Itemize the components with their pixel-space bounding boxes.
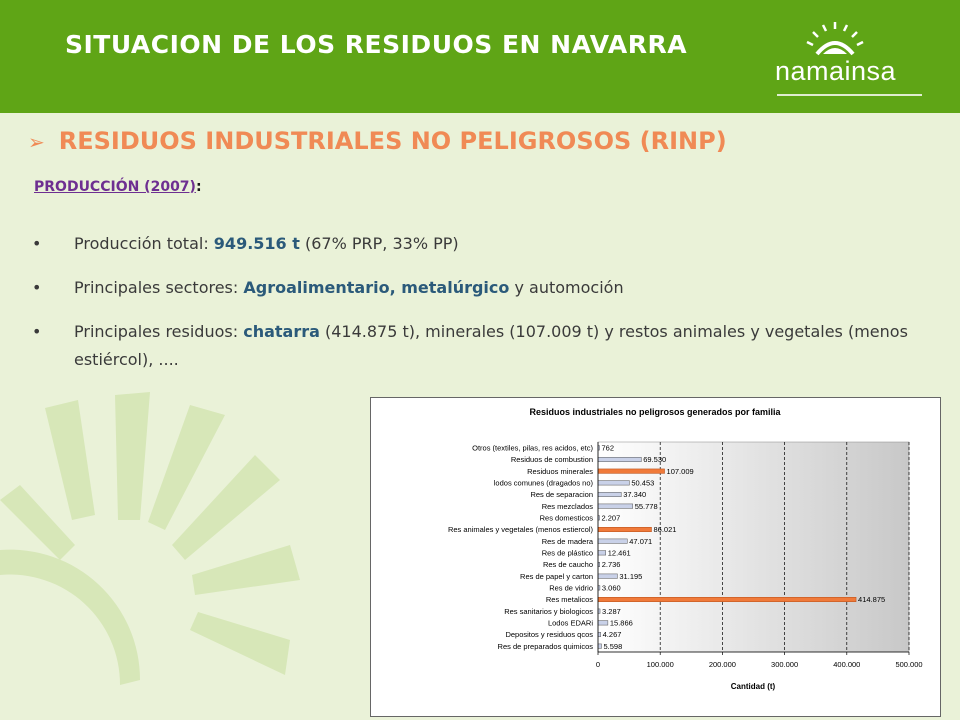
bar <box>597 492 622 497</box>
value-label: 4.267 <box>603 630 622 639</box>
x-axis-label: Cantidad (t) <box>731 682 776 691</box>
category-label: Res domesticos <box>540 514 594 523</box>
value-label: 50.453 <box>631 479 654 488</box>
category-label: Res de madera <box>542 537 594 546</box>
residuos-bar-chart: Residuos industriales no peligrosos gene… <box>370 397 941 717</box>
bullet-text: Principales sectores: <box>74 278 244 297</box>
header-bar: SITUACION DE LOS RESIDUOS EN NAVARRA nam… <box>0 0 960 113</box>
value-label: 2.736 <box>602 560 621 569</box>
bar <box>597 573 618 579</box>
category-label: lodos comunes (dragados no) <box>494 479 594 488</box>
bullet-dot-icon: • <box>32 234 42 253</box>
value-label: 3.060 <box>602 584 621 593</box>
value-label: 31.195 <box>619 572 642 581</box>
bullet-dot-icon: • <box>32 322 42 341</box>
value-label: 69.530 <box>643 455 666 464</box>
bar <box>597 480 630 486</box>
bullet-text: (67% PRP, 33% PP) <box>299 234 459 253</box>
bar <box>597 503 633 509</box>
value-label: 37.340 <box>623 490 646 499</box>
x-tick-label: 200.000 <box>709 660 736 669</box>
bullet-text: Principales residuos: <box>74 322 244 341</box>
bullet-list: • Producción total: 949.516 t (67% PRP, … <box>32 230 912 390</box>
production-link[interactable]: PRODUCCIÓN (2007) <box>34 179 196 195</box>
category-label: Residuos minerales <box>527 467 593 476</box>
bar <box>597 643 602 649</box>
x-tick-label: 0 <box>596 660 600 669</box>
x-tick-label: 400.000 <box>833 660 860 669</box>
bullet-item: • Principales sectores: Agroalimentario,… <box>32 274 912 302</box>
gridlines <box>659 442 910 652</box>
value-label: 55.778 <box>635 502 658 511</box>
bar <box>597 550 607 556</box>
bar <box>597 620 609 626</box>
bullet-bold-text: 949.516 t <box>213 234 300 253</box>
value-label: 762 <box>602 444 615 453</box>
value-label: 12.461 <box>608 549 631 558</box>
value-label: 414.875 <box>858 595 885 604</box>
bullet-bold-text: Agroalimentario, metalúrgico <box>243 278 510 297</box>
value-label: 107.009 <box>667 467 694 476</box>
x-tick-label: 100.000 <box>647 660 674 669</box>
x-tick-label: 300.000 <box>771 660 798 669</box>
value-label: 15.866 <box>610 619 633 628</box>
logo-text: namainsa <box>775 56 897 86</box>
bullet-item: • Principales residuos: chatarra (414.87… <box>32 318 912 374</box>
category-labels: Otros (textiles, pilas, res acidos, etc)… <box>448 444 594 651</box>
value-label: 47.071 <box>629 537 652 546</box>
bullet-text: (414.875 t), minerales (107.009 t) y res… <box>74 322 908 369</box>
value-label: 5.598 <box>603 642 622 651</box>
category-label: Otros (textiles, pilas, res acidos, etc) <box>472 444 593 453</box>
sun-gear-icon <box>806 22 864 56</box>
category-label: Res animales y vegetales (menos estierco… <box>448 525 594 534</box>
bar <box>597 527 652 532</box>
category-label: Lodos EDARi <box>548 619 593 628</box>
page-title: SITUACION DE LOS RESIDUOS EN NAVARRA <box>65 30 688 59</box>
chart-title: Residuos industriales no peligrosos gene… <box>529 407 781 417</box>
bar <box>597 597 857 602</box>
arrow-bullet-icon: ➢ <box>28 130 45 154</box>
bullet-bold-text: chatarra <box>243 322 320 341</box>
plot-area <box>597 441 910 653</box>
namainsa-logo: namainsa <box>775 20 935 100</box>
bar <box>597 457 642 462</box>
category-label: Res de vidrio <box>549 584 593 593</box>
bullet-text: Producción total: <box>74 234 214 253</box>
category-label: Res de separacion <box>530 490 593 499</box>
bullet-text: y automoción <box>509 278 624 297</box>
category-label: Res metalicos <box>546 595 593 604</box>
logo-underline <box>777 94 922 96</box>
category-label: Res sanitarios y biologicos <box>504 607 593 616</box>
category-label: Res de preparados quimicos <box>498 642 594 651</box>
bar <box>597 538 628 544</box>
category-label: Depositos y residuos qcos <box>505 630 593 639</box>
bullet-item: • Producción total: 949.516 t (67% PRP, … <box>32 230 912 258</box>
category-label: Res de plástico <box>542 549 593 558</box>
category-label: Res mezclados <box>542 502 594 511</box>
bar <box>597 468 665 474</box>
bullet-dot-icon: • <box>32 278 42 297</box>
x-tick-label: 500.000 <box>895 660 922 669</box>
bars-group <box>597 445 857 649</box>
category-label: Residuos de combustion <box>511 455 593 464</box>
category-label: Res de caucho <box>543 560 593 569</box>
production-heading: PRODUCCIÓN (2007): <box>34 179 202 195</box>
section-heading: ➢ RESIDUOS INDUSTRIALES NO PELIGROSOS (RI… <box>28 127 727 155</box>
section-heading-text: RESIDUOS INDUSTRIALES NO PELIGROSOS (RIN… <box>58 127 727 155</box>
value-label: 86.021 <box>654 525 677 534</box>
production-colon: : <box>195 179 202 195</box>
category-label: Res de papel y carton <box>520 572 593 581</box>
chart-svg: Residuos industriales no peligrosos gene… <box>448 407 923 691</box>
value-label: 3.287 <box>602 607 621 616</box>
x-tick-labels: 0 100.000 200.000 300.000 400.000 500.000 <box>596 652 923 669</box>
decorative-sun-rays <box>0 392 300 685</box>
value-label: 2.207 <box>602 514 621 523</box>
